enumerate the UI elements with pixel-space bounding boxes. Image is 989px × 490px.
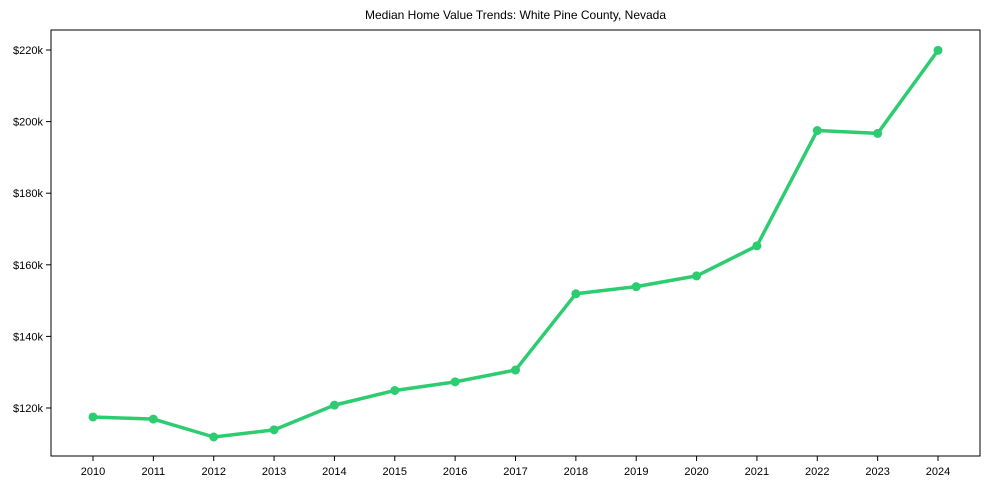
data-point-marker bbox=[148, 414, 158, 424]
data-point-marker bbox=[873, 128, 883, 138]
y-axis: $120k $140k $160k $180k $200k $220k bbox=[13, 45, 51, 415]
x-tick-label: 2013 bbox=[262, 466, 286, 478]
y-tick-label: $220k bbox=[13, 45, 43, 57]
x-axis: 2010 2011 2012 2013 2014 2015 2016 2017 2018 2019… bbox=[81, 456, 950, 478]
x-tick-label: 2012 bbox=[201, 466, 225, 478]
x-tick-label: 2023 bbox=[865, 466, 889, 478]
x-tick-label: 2020 bbox=[684, 466, 708, 478]
y-tick-label: $180k bbox=[13, 188, 43, 200]
x-tick-label: 2018 bbox=[564, 466, 588, 478]
chart-title: Median Home Value Trends: White Pine Cou… bbox=[364, 8, 667, 22]
x-tick-label: 2021 bbox=[745, 466, 769, 478]
x-tick-label: 2019 bbox=[624, 466, 648, 478]
data-point-marker bbox=[631, 282, 641, 292]
data-point-marker bbox=[511, 365, 520, 375]
data-point-marker bbox=[390, 385, 400, 395]
data-point-marker bbox=[329, 400, 339, 410]
data-point-marker bbox=[933, 45, 943, 55]
x-tick-label: 2024 bbox=[926, 466, 950, 478]
data-point-marker bbox=[450, 377, 460, 387]
data-point-marker bbox=[812, 126, 822, 136]
data-point-marker bbox=[269, 425, 279, 435]
y-tick-label: $160k bbox=[13, 260, 43, 272]
y-tick-label: $120k bbox=[13, 403, 43, 415]
data-point-marker bbox=[692, 271, 702, 281]
series-line bbox=[91, 48, 940, 439]
x-tick-label: 2014 bbox=[322, 466, 346, 478]
data-series bbox=[88, 45, 943, 442]
axes-frame bbox=[50, 29, 981, 457]
x-tick-label: 2017 bbox=[503, 466, 527, 478]
x-tick-label: 2011 bbox=[142, 466, 166, 478]
x-tick-label: 2010 bbox=[81, 466, 105, 478]
data-point-marker bbox=[571, 289, 581, 299]
data-point-marker bbox=[88, 412, 98, 422]
x-tick-label: 2016 bbox=[443, 466, 467, 478]
x-tick-label: 2015 bbox=[383, 466, 407, 478]
data-point-marker bbox=[752, 241, 762, 251]
y-tick-label: $140k bbox=[13, 331, 43, 343]
x-tick-label: 2022 bbox=[805, 466, 829, 478]
y-tick-label: $200k bbox=[13, 117, 43, 129]
data-point-marker bbox=[209, 432, 219, 442]
